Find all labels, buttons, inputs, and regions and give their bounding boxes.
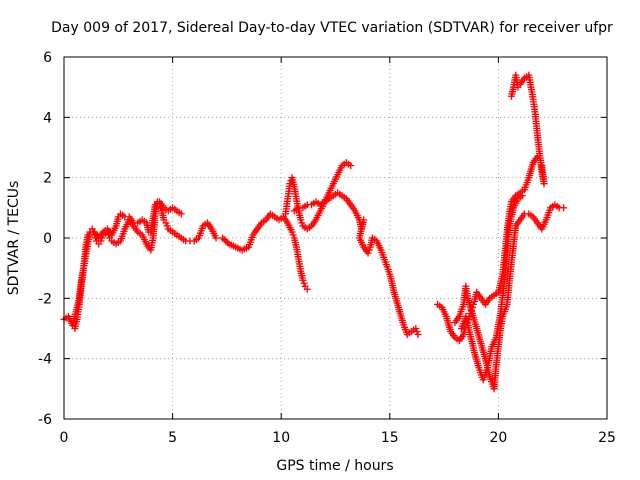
data-point	[288, 228, 296, 236]
data-point	[212, 234, 220, 242]
grid-lines	[64, 57, 607, 419]
data-point	[303, 285, 311, 293]
data-point	[177, 210, 185, 218]
series-track-b	[71, 198, 185, 332]
data-point	[365, 246, 373, 254]
data-point	[222, 237, 230, 245]
x-tick-label: 0	[60, 430, 69, 446]
y-tick-labels: -6 -4 -2 0 2 4 6	[38, 50, 52, 428]
data-point	[412, 325, 420, 332]
y-tick-label: 6	[43, 50, 52, 66]
data-point	[414, 331, 422, 339]
series-track-c	[219, 210, 311, 293]
data-point	[223, 239, 231, 247]
x-tick-label: 15	[381, 430, 399, 446]
y-tick-label: -6	[38, 412, 52, 428]
series-track-h	[507, 71, 548, 188]
data-points	[60, 71, 568, 393]
data-point	[538, 162, 546, 170]
x-axis-label: GPS time / hours	[276, 458, 393, 474]
data-point	[163, 222, 171, 230]
data-point	[286, 180, 294, 188]
chart-title: Day 009 of 2017, Sidereal Day-to-day VTE…	[51, 20, 613, 36]
axis-ticks	[63, 56, 608, 420]
data-point	[162, 219, 170, 227]
x-tick-label: 10	[272, 430, 290, 446]
series-track-f	[434, 153, 541, 345]
y-axis-label: SDTVAR / TECUs	[6, 181, 22, 296]
data-point	[560, 204, 568, 212]
data-point	[364, 249, 372, 257]
y-tick-label: 4	[43, 110, 52, 126]
series-track-e	[290, 189, 422, 339]
data-point	[219, 234, 227, 242]
y-tick-label: 2	[43, 171, 52, 187]
series-track-i	[457, 192, 526, 384]
x-tick-label: 20	[489, 430, 507, 446]
y-tick-label: 0	[43, 231, 52, 247]
data-point	[220, 236, 228, 244]
x-tick-label: 5	[168, 430, 177, 446]
x-tick-label: 25	[598, 430, 616, 446]
data-point	[297, 216, 305, 224]
data-point	[299, 276, 307, 284]
data-point	[300, 279, 308, 287]
y-tick-label: -2	[38, 291, 52, 307]
y-tick-label: -4	[38, 352, 52, 368]
data-point	[289, 231, 297, 239]
data-point	[413, 328, 421, 336]
data-point	[518, 192, 526, 200]
x-tick-labels: 0 5 10 15 20 25	[60, 430, 616, 446]
data-point	[347, 162, 355, 170]
plot-frame	[63, 56, 608, 420]
data-point	[298, 219, 306, 227]
